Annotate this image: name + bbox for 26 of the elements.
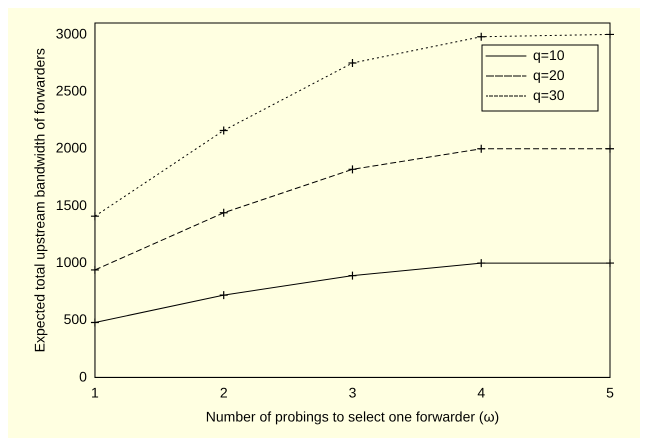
y-tick-label: 1000 — [56, 254, 88, 270]
point — [348, 58, 358, 68]
y-tick-label: 500 — [64, 311, 88, 328]
legend-label: q=30 — [533, 86, 565, 103]
y-tick-label: 2500 — [56, 82, 88, 98]
x-tick-label: 1 — [91, 384, 100, 401]
legend-label: q=10 — [533, 46, 565, 63]
point — [219, 208, 228, 218]
point — [348, 271, 358, 280]
point — [476, 144, 486, 154]
point — [219, 290, 228, 300]
x-tick-label: 5 — [606, 384, 614, 401]
x-tick-label: 2 — [220, 384, 228, 401]
point — [348, 164, 358, 174]
y-tick-label: 2000 — [56, 140, 88, 156]
y-tick-label: 0 — [79, 368, 88, 384]
point — [476, 32, 486, 42]
point — [476, 258, 486, 268]
y-tick-label: 3000 — [56, 25, 88, 42]
point — [219, 126, 228, 136]
legend-label: q=20 — [533, 66, 565, 83]
x-tick-label: 4 — [477, 384, 486, 401]
x-tick-label: 3 — [348, 384, 357, 401]
y-axis-title: Expected total upstream bandwidth of forwarders — [31, 48, 48, 352]
x-axis-title: Number of probings to select one forwarder (ω) — [206, 408, 500, 424]
y-tick-label: 1500 — [56, 196, 88, 213]
